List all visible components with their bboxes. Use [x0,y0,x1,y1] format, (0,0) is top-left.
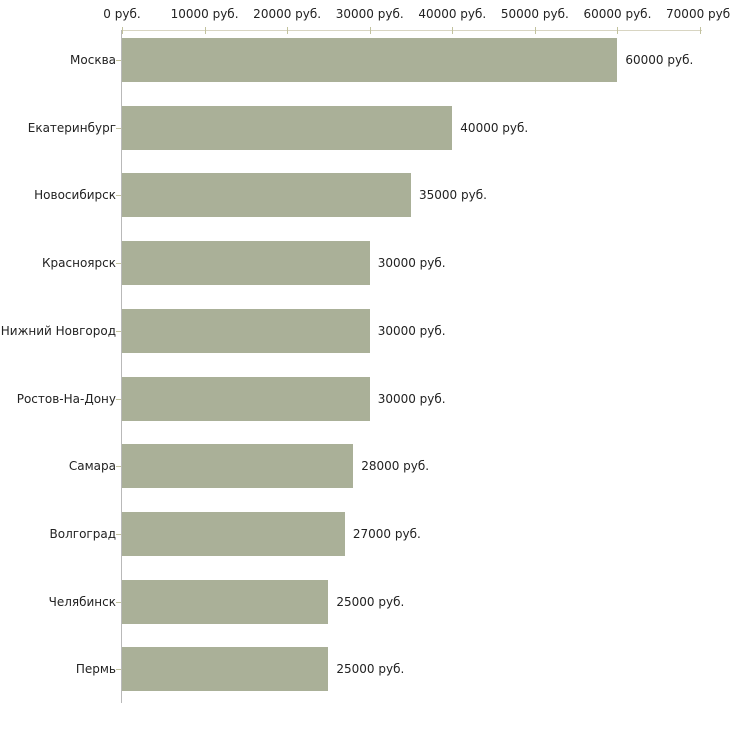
value-label: 25000 руб. [336,594,405,609]
category-label: Новосибирск [34,188,116,203]
y-axis-tick [116,602,121,603]
y-axis-tick [116,466,121,467]
x-axis-tick [700,27,701,34]
value-label: 30000 руб. [377,391,446,406]
category-label: Красноярск [42,256,116,271]
x-axis-tick-label: 60000 руб. [583,7,652,21]
value-label: 25000 руб. [336,662,405,677]
bar [122,241,370,286]
y-axis-tick [116,399,121,400]
bar [122,647,329,692]
value-label: 27000 руб. [352,526,421,541]
category-label: Самара [68,459,116,474]
value-label: 60000 руб. [625,53,694,67]
value-label: 30000 руб. [377,323,446,338]
category-label: Пермь [75,662,116,677]
bar [122,105,453,150]
x-axis-tick [535,27,536,34]
x-axis-tick [205,27,206,34]
y-axis-line [121,30,122,703]
x-axis-tick-label: 10000 руб. [170,7,239,21]
x-axis-tick-label: 20000 руб. [253,7,322,21]
y-axis-tick [116,195,121,196]
y-axis-tick [116,331,121,332]
bar [122,511,345,556]
bar [122,376,370,421]
x-axis-tick-label: 50000 руб. [500,7,569,21]
category-label: Екатеринбург [27,120,116,135]
y-axis-tick [116,263,121,264]
value-label: 35000 руб. [419,188,487,203]
bar [122,579,329,624]
category-label: Челябинск [48,594,116,609]
x-axis-tick-label: 30000 руб. [335,7,404,21]
y-axis-tick [116,669,121,670]
y-axis-tick [116,60,121,61]
x-axis-tick [370,27,371,34]
value-label: 30000 руб. [377,256,446,271]
category-label: Волгоград [49,526,116,541]
value-label: 28000 руб. [361,459,430,474]
category-label: Москва [70,53,116,67]
x-axis-tick [452,27,453,34]
x-axis-tick [122,27,123,34]
x-axis-tick-label: 70000 руб. [666,7,730,21]
category-label: Нижний Новгород [0,323,116,338]
x-axis-tick-label: 0 руб. [103,7,141,21]
value-label: 40000 руб. [460,120,529,135]
bar [122,308,370,353]
bar [122,444,354,489]
x-axis-tick-label: 40000 руб. [418,7,487,21]
x-axis-tick [287,27,288,34]
bar [122,38,618,82]
x-axis-line [122,30,702,31]
category-label: Ростов-На-Дону [16,391,116,406]
bar [122,173,411,218]
y-axis-tick [116,534,121,535]
x-axis-tick [617,27,618,34]
y-axis-tick [116,128,121,129]
